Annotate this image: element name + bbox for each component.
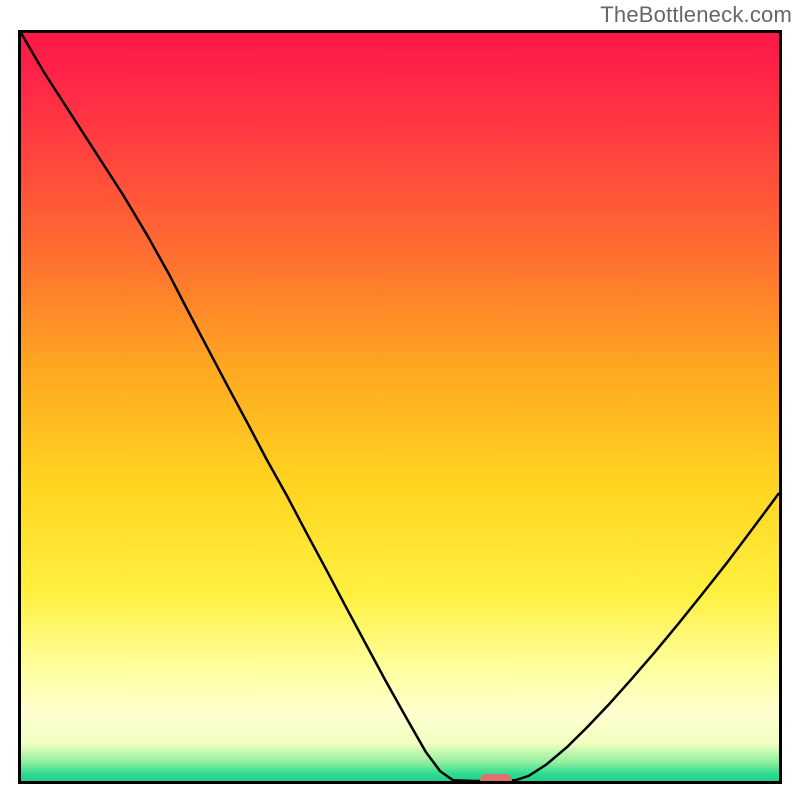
chart-container: TheBottleneck.com — [0, 0, 800, 800]
optimum-marker — [480, 774, 512, 781]
watermark-text: TheBottleneck.com — [600, 2, 792, 28]
plot-area — [21, 33, 779, 781]
plot-frame — [18, 30, 782, 784]
curve-layer — [21, 33, 779, 781]
bottleneck-curve — [21, 33, 779, 781]
